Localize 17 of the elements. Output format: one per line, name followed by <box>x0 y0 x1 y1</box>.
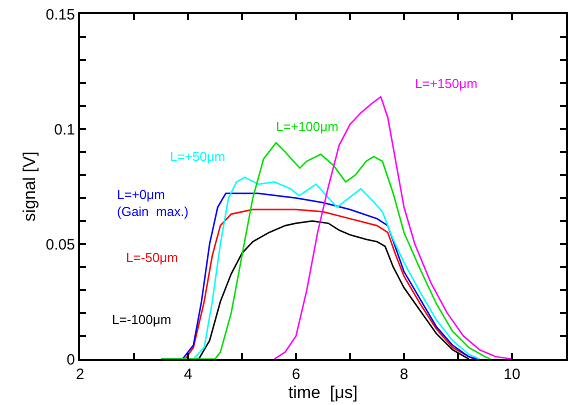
y-tick-label: 0.15 <box>46 6 75 24</box>
y-tick-label: 0.05 <box>46 236 75 254</box>
text: L=-100μm <box>112 312 172 327</box>
x-tick-label: 6 <box>292 366 300 383</box>
y-tick-label: 0 <box>66 351 75 368</box>
x-tick-label: 8 <box>400 366 408 383</box>
x-tick-label: 10 <box>504 366 520 383</box>
text: L=-50μm <box>126 250 178 265</box>
text: L=+150μm <box>415 76 478 91</box>
y-axis-title: signal [V] <box>20 152 39 222</box>
series-label: L=+0μm (Gain max.) <box>117 187 189 219</box>
y-tick-label: 0.1 <box>54 121 75 138</box>
x-tick-label: 2 <box>76 366 84 383</box>
series-label: L=+50μm <box>170 149 226 164</box>
x-axis-title: time [μs] <box>288 383 358 402</box>
x-tick-label: 4 <box>184 366 192 383</box>
series-label: L=+100μm <box>276 119 338 134</box>
